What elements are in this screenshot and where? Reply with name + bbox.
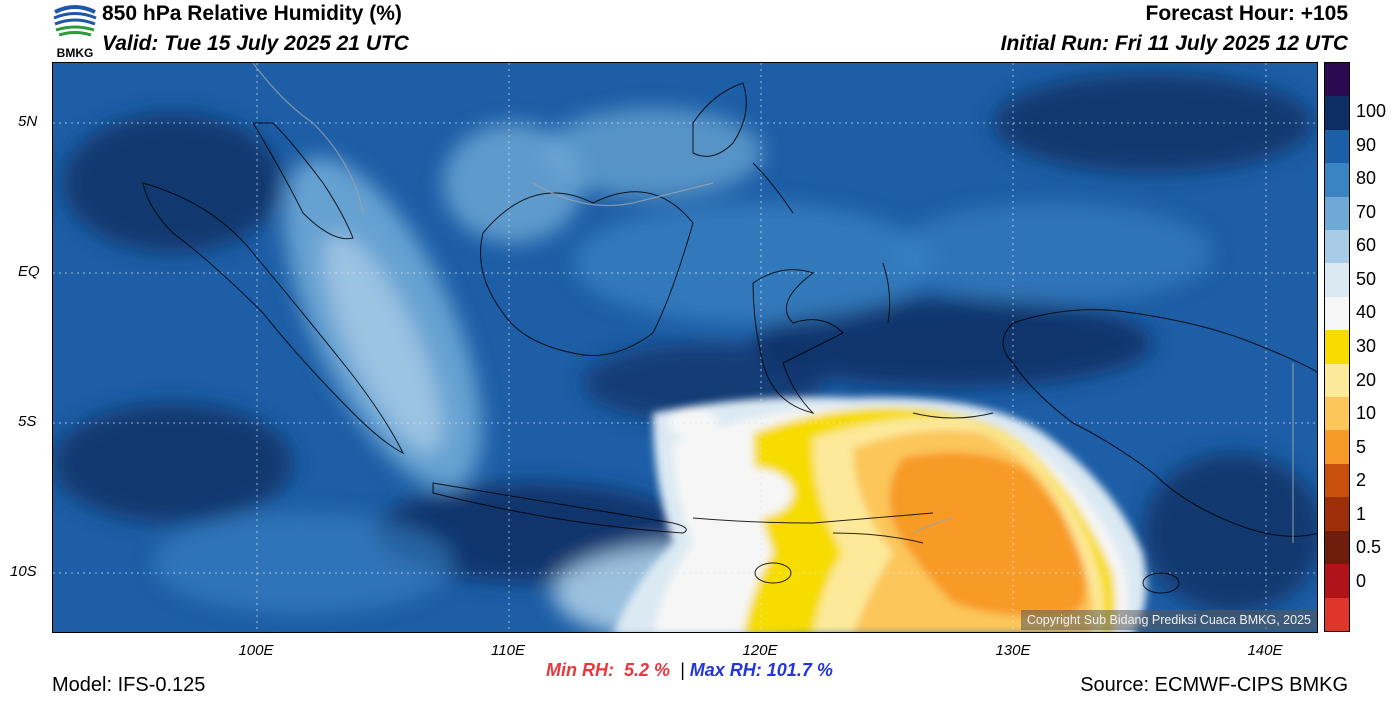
colorbar-label: 2 xyxy=(1356,470,1367,491)
colorbar-label: 80 xyxy=(1356,168,1377,189)
colorbar-label: 20 xyxy=(1356,369,1377,390)
colorbar-label: 0 xyxy=(1356,570,1367,591)
humidity-map xyxy=(52,62,1318,633)
colorbar-segment xyxy=(1325,196,1349,231)
min-rh-label: Min RH: xyxy=(546,660,614,680)
colorbar-segment xyxy=(1325,530,1349,565)
colorbar-label: 10 xyxy=(1356,403,1377,424)
lat-label-eq: EQ xyxy=(18,263,40,280)
colorbar-label: 0.5 xyxy=(1356,537,1382,558)
colorbar-label: 50 xyxy=(1356,268,1377,289)
colorbar-segment xyxy=(1325,497,1349,531)
colorbar-segment xyxy=(1325,129,1349,164)
colorbar-label: 40 xyxy=(1356,302,1377,323)
lat-label-5n: 5N xyxy=(18,113,38,130)
colorbar xyxy=(1324,62,1350,632)
colorbar-label: 100 xyxy=(1356,101,1387,122)
colorbar-label: 70 xyxy=(1356,201,1377,222)
map-title: 850 hPa Relative Humidity (%) xyxy=(102,2,402,25)
colorbar-label: 60 xyxy=(1356,235,1377,256)
stats-separator: | xyxy=(680,660,685,680)
colorbar-label: 5 xyxy=(1356,436,1367,457)
colorbar-segment xyxy=(1325,430,1349,464)
lon-label-140e: 140E xyxy=(1247,642,1283,659)
forecast-hour: Forecast Hour: +105 xyxy=(1145,2,1349,25)
copyright-notice: Copyright Sub Bidang Prediksi Cuaca BMKG… xyxy=(1020,610,1317,630)
colorbar-segment xyxy=(1325,597,1349,631)
lon-label-130e: 130E xyxy=(995,642,1031,659)
max-rh-label: Max RH: xyxy=(689,660,762,680)
source-label: Source: ECMWF-CIPS BMKG xyxy=(1080,674,1348,696)
model-label: Model: IFS-0.125 xyxy=(52,674,206,696)
colorbar-segment xyxy=(1325,564,1349,598)
lon-label-100e: 100E xyxy=(238,642,274,659)
lon-label-110e: 110E xyxy=(491,642,525,659)
colorbar-segment xyxy=(1325,330,1349,364)
initial-run: Initial Run: Fri 11 July 2025 12 UTC xyxy=(1000,32,1348,55)
colorbar-segment xyxy=(1325,263,1349,297)
lat-label-10s: 10S xyxy=(10,563,37,580)
colorbar-segment xyxy=(1325,63,1349,97)
colorbar-segment xyxy=(1325,96,1349,130)
colorbar-segment xyxy=(1325,230,1349,264)
colorbar-segment xyxy=(1325,363,1349,398)
lat-label-5s: 5S xyxy=(18,413,37,430)
colorbar-segment xyxy=(1325,163,1349,197)
colorbar-label: 1 xyxy=(1356,503,1367,524)
max-rh-value: 101.7 % xyxy=(766,660,833,680)
colorbar-segment xyxy=(1325,463,1349,498)
colorbar-segment xyxy=(1325,397,1349,431)
colorbar-label: 30 xyxy=(1356,336,1377,356)
logo-text: BMKG xyxy=(57,46,94,60)
bmkg-logo: BMKG xyxy=(50,0,100,60)
valid-time: Valid: Tue 15 July 2025 21 UTC xyxy=(102,32,409,55)
rh-stats: Min RH: 5.2 % | Max RH: 101.7 % xyxy=(546,660,833,681)
lon-label-120e: 120E xyxy=(742,642,778,659)
colorbar-segment xyxy=(1325,296,1349,331)
colorbar-label: 90 xyxy=(1356,134,1377,155)
min-rh-value: 5.2 % xyxy=(624,660,671,680)
